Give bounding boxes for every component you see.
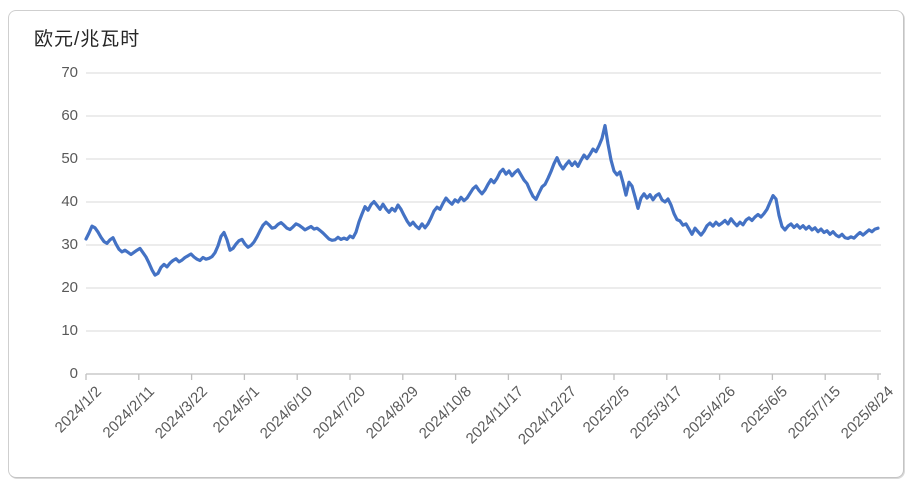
chart-card — [8, 10, 904, 478]
chart-title: 欧元/兆瓦时 — [34, 29, 141, 50]
y-axis-label: 20 — [61, 279, 78, 296]
y-axis-label: 30 — [61, 236, 78, 253]
y-axis-label: 50 — [61, 150, 78, 167]
price-series-line — [84, 123, 880, 277]
y-axis-label: 40 — [61, 193, 78, 210]
y-axis-label: 60 — [61, 107, 78, 124]
y-axis-label: 70 — [61, 64, 78, 81]
y-axis-label: 0 — [69, 365, 78, 382]
y-axis-label: 10 — [61, 322, 78, 339]
